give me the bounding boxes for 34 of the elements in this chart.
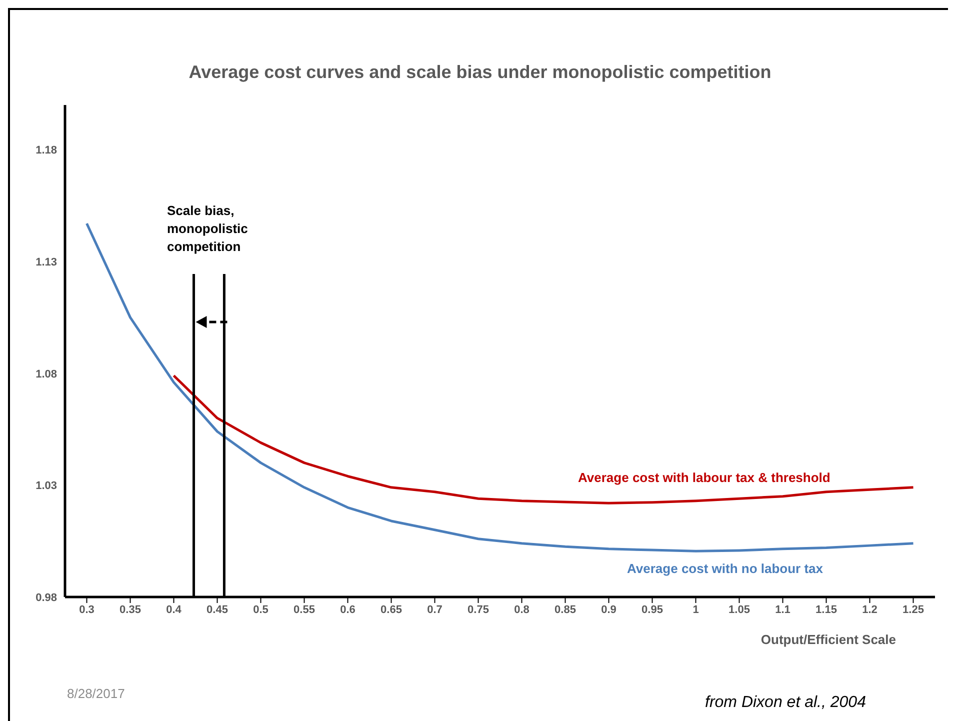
series-label: Average cost with no labour tax <box>627 561 824 576</box>
x-tick-label: 0.85 <box>554 604 576 616</box>
x-tick-label: 0.7 <box>427 604 442 616</box>
x-tick-label: 0.8 <box>514 604 530 616</box>
x-tick-label: 0.5 <box>253 604 268 616</box>
text: from Dixon et al., 2004 <box>705 694 866 712</box>
x-tick-label: 0.6 <box>340 604 356 616</box>
x-tick-label: 0.35 <box>120 604 141 616</box>
x-tick-label: 1.2 <box>862 604 878 616</box>
x-tick-label: 0.3 <box>79 604 94 616</box>
y-tick-label: 1.18 <box>36 144 57 157</box>
x-tick-label: 0.45 <box>206 604 228 616</box>
x-tick-label: 0.9 <box>601 604 616 616</box>
x-tick-label: 1.25 <box>902 604 924 616</box>
x-tick-label: 1.1 <box>775 604 790 616</box>
text: 8/28/2017 <box>67 686 125 701</box>
x-tick-label: 0.95 <box>642 604 663 616</box>
x-tick-label: 1.05 <box>728 604 750 616</box>
y-tick-label: 1.03 <box>36 480 57 492</box>
x-tick-label: 1.15 <box>816 604 837 616</box>
x-tick-label: 0.65 <box>380 604 402 616</box>
y-tick-label: 1.08 <box>36 368 57 380</box>
y-tick-label: 1.13 <box>36 256 57 268</box>
x-tick-label: 1 <box>692 604 699 616</box>
line-series <box>86 222 914 552</box>
x-tick-label: 0.75 <box>468 604 489 616</box>
y-tick-label: 0.98 <box>36 592 57 604</box>
series-label: Average cost with labour tax & threshold <box>578 470 830 485</box>
x-axis-title: Output/Efficient Scale <box>760 632 896 647</box>
x-tick-label: 0.4 <box>166 604 182 616</box>
line-series <box>172 374 914 504</box>
annotation: Scale bias, monopolistic competition <box>167 202 249 256</box>
chart-title: Average cost curves and scale bias under monopolistic competition <box>188 62 772 83</box>
x-tick-label: 0.55 <box>294 604 315 616</box>
